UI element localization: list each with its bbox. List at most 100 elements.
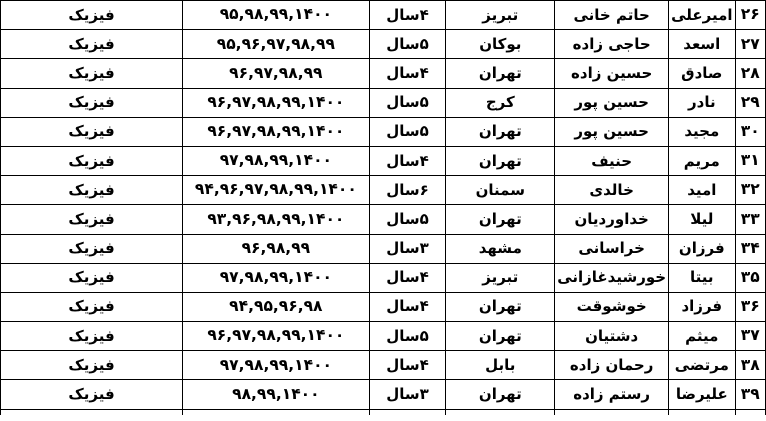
cell-subject[interactable]: فیزیک: [0, 116, 184, 147]
cell-duration[interactable]: ۴سال: [368, 145, 447, 177]
cell-subject[interactable]: فیزیک: [0, 87, 184, 118]
cell-first-name[interactable]: فرزاد: [668, 291, 736, 323]
cell-row-number-partial[interactable]: [734, 408, 766, 416]
cell-years-list[interactable]: ۹۷,۹۸,۹۹,۱۴۰۰: [182, 350, 370, 381]
cell-first-name[interactable]: اسعد: [668, 29, 736, 60]
cell-city[interactable]: تهران: [445, 58, 556, 89]
cell-first-name[interactable]: علیرضا: [668, 379, 736, 410]
cell-row-number[interactable]: ۳۰: [734, 116, 766, 147]
cell-last-name[interactable]: خوشوقت: [554, 291, 670, 323]
cell-first-name[interactable]: مریم: [668, 145, 736, 177]
cell-last-name[interactable]: حسین پور: [554, 87, 670, 118]
cell-years-list[interactable]: ۹۶,۹۷,۹۸,۹۹,۱۴۰۰: [182, 87, 370, 118]
table-row[interactable]: ۳۶ فرزاد خوشوقت تهران ۴سال ۹۴,۹۵,۹۶,۹۸ فیزیک: [0, 291, 766, 323]
cell-row-number[interactable]: ۳۸: [734, 350, 766, 381]
cell-last-name[interactable]: رحمان زاده: [554, 350, 670, 381]
cell-first-name-partial[interactable]: [668, 408, 736, 416]
cell-row-number[interactable]: ۳۱: [734, 145, 766, 177]
cell-city[interactable]: تهران: [445, 379, 556, 410]
cell-subject[interactable]: فیزیک: [0, 379, 184, 410]
cell-years-list[interactable]: ۹۵,۹۶,۹۷,۹۸,۹۹: [182, 29, 370, 60]
cell-city[interactable]: تهران: [445, 291, 556, 323]
cell-subject[interactable]: فیزیک: [0, 291, 184, 323]
cell-years-list[interactable]: ۹۷,۹۸,۹۹,۱۴۰۰: [182, 145, 370, 177]
cell-duration[interactable]: ۵سال: [368, 29, 447, 60]
cell-city[interactable]: تهران: [445, 116, 556, 147]
cell-years-list[interactable]: ۹۸,۹۹,۱۴۰۰: [182, 379, 370, 410]
cell-duration[interactable]: ۴سال: [368, 262, 447, 293]
cell-first-name[interactable]: مرتضی: [668, 350, 736, 381]
cell-subject-partial[interactable]: [0, 408, 184, 416]
cell-city[interactable]: مشهد: [445, 233, 556, 264]
cell-years-list[interactable]: ۹۶,۹۷,۹۸,۹۹,۱۴۰۰: [182, 116, 370, 147]
cell-first-name[interactable]: فرزان: [668, 233, 736, 264]
cell-duration[interactable]: ۳سال: [368, 233, 447, 264]
cell-subject[interactable]: فیزیک: [0, 175, 184, 206]
cell-city[interactable]: بابل: [445, 350, 556, 381]
table-row[interactable]: ۳۴ فرزان خراسانی مشهد ۳سال ۹۶,۹۸,۹۹ فیزیک: [0, 233, 766, 264]
cell-first-name[interactable]: صادق: [668, 58, 736, 89]
cell-first-name[interactable]: مجید: [668, 116, 736, 147]
cell-row-number[interactable]: ۳۷: [734, 321, 766, 352]
cell-row-number[interactable]: ۲۷: [734, 29, 766, 60]
table-row[interactable]: ۲۶ امیرعلی حاتم خانی تبریز ۴سال ۹۵,۹۸,۹۹,۱۴۰۰…: [0, 0, 766, 31]
cell-duration-partial[interactable]: [368, 408, 447, 416]
cell-city-partial[interactable]: [445, 408, 556, 416]
table-row[interactable]: ۲۷ اسعد حاجی زاده بوکان ۵سال ۹۵,۹۶,۹۷,۹۸,۹۹ فی…: [0, 29, 766, 60]
cell-subject[interactable]: فیزیک: [0, 0, 184, 31]
cell-duration[interactable]: ۵سال: [368, 204, 447, 235]
cell-last-name[interactable]: حاتم خانی: [554, 0, 670, 31]
table-row[interactable]: ۳۷ میثم دشتیان تهران ۵سال ۹۶,۹۷,۹۸,۹۹,۱۴۰۰ فیز…: [0, 321, 766, 352]
cell-duration[interactable]: ۵سال: [368, 321, 447, 352]
table-row[interactable]: ۲۹ نادر حسین پور کرج ۵سال ۹۶,۹۷,۹۸,۹۹,۱۴۰۰ فیز…: [0, 87, 766, 118]
cell-row-number[interactable]: ۳۹: [734, 379, 766, 410]
table-row[interactable]: ۳۲ امید خالدی سمنان ۶سال ۹۴,۹۶,۹۷,۹۸,۹۹,۱۴۰۰ ف…: [0, 175, 766, 206]
cell-subject[interactable]: فیزیک: [0, 321, 184, 352]
cell-duration[interactable]: ۴سال: [368, 350, 447, 381]
cell-duration[interactable]: ۶سال: [368, 175, 447, 206]
cell-row-number[interactable]: ۳۴: [734, 233, 766, 264]
cell-last-name[interactable]: حنیف: [554, 145, 670, 177]
cell-first-name[interactable]: لیلا: [668, 204, 736, 235]
cell-row-number[interactable]: ۳۳: [734, 204, 766, 235]
cell-last-name[interactable]: حاجی زاده: [554, 29, 670, 60]
cell-years-list[interactable]: ۹۷,۹۸,۹۹,۱۴۰۰: [182, 262, 370, 293]
cell-years-list[interactable]: ۹۴,۹۶,۹۷,۹۸,۹۹,۱۴۰۰: [182, 175, 370, 206]
cell-duration[interactable]: ۴سال: [368, 58, 447, 89]
cell-years-list[interactable]: ۹۶,۹۷,۹۸,۹۹: [182, 58, 370, 89]
cell-row-number[interactable]: ۳۲: [734, 175, 766, 206]
cell-years-list[interactable]: ۹۳,۹۶,۹۸,۹۹,۱۴۰۰: [182, 204, 370, 235]
cell-duration[interactable]: ۳سال: [368, 379, 447, 410]
cell-first-name[interactable]: بیتا: [668, 262, 736, 293]
cell-row-number[interactable]: ۲۹: [734, 87, 766, 118]
table-row[interactable]: ۳۵ بیتا خورشیدغازانی تبریز ۴سال ۹۷,۹۸,۹۹,۱۴۰۰…: [0, 262, 766, 293]
cell-city[interactable]: تبریز: [445, 0, 556, 31]
table-row-partial[interactable]: [0, 408, 766, 416]
cell-subject[interactable]: فیزیک: [0, 262, 184, 293]
cell-last-name[interactable]: حسین پور: [554, 116, 670, 147]
table-row[interactable]: ۳۹ علیرضا رستم زاده تهران ۳سال ۹۸,۹۹,۱۴۰۰ فیزی…: [0, 379, 766, 410]
cell-duration[interactable]: ۵سال: [368, 116, 447, 147]
table-row[interactable]: ۳۸ مرتضی رحمان زاده بابل ۴سال ۹۷,۹۸,۹۹,۱۴۰۰ فی…: [0, 350, 766, 381]
cell-row-number[interactable]: ۳۵: [734, 262, 766, 293]
cell-years-list[interactable]: ۹۶,۹۷,۹۸,۹۹,۱۴۰۰: [182, 321, 370, 352]
cell-subject[interactable]: فیزیک: [0, 58, 184, 89]
table-row[interactable]: ۲۸ صادق حسین زاده تهران ۴سال ۹۶,۹۷,۹۸,۹۹ فیزیک: [0, 58, 766, 89]
cell-row-number[interactable]: ۳۶: [734, 291, 766, 323]
cell-city[interactable]: تهران: [445, 204, 556, 235]
cell-first-name[interactable]: میثم: [668, 321, 736, 352]
cell-subject[interactable]: فیزیک: [0, 233, 184, 264]
cell-last-name[interactable]: رستم زاده: [554, 379, 670, 410]
cell-city[interactable]: تهران: [445, 145, 556, 177]
cell-last-name[interactable]: حسین زاده: [554, 58, 670, 89]
cell-last-name[interactable]: خالدی: [554, 175, 670, 206]
table-row[interactable]: ۳۳ لیلا خداوردیان تهران ۵سال ۹۳,۹۶,۹۸,۹۹,۱۴۰۰…: [0, 204, 766, 235]
cell-city[interactable]: بوکان: [445, 29, 556, 60]
cell-years-list[interactable]: ۹۵,۹۸,۹۹,۱۴۰۰: [182, 0, 370, 31]
cell-last-name[interactable]: خراسانی: [554, 233, 670, 264]
cell-first-name[interactable]: نادر: [668, 87, 736, 118]
cell-last-name[interactable]: دشتیان: [554, 321, 670, 352]
cell-subject[interactable]: فیزیک: [0, 29, 184, 60]
cell-first-name[interactable]: امیرعلی: [668, 0, 736, 31]
cell-duration[interactable]: ۴سال: [368, 0, 447, 31]
